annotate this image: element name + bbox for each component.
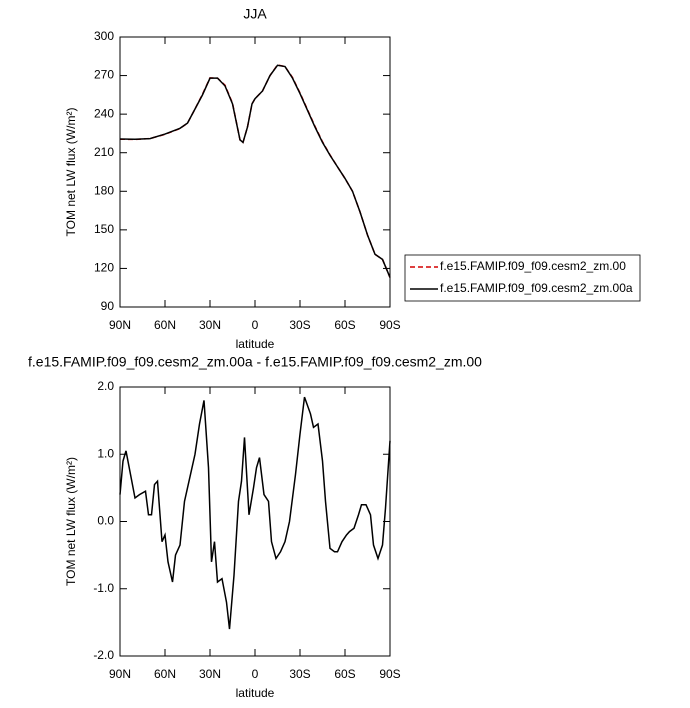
x-tick-label: 30S (289, 318, 310, 332)
y-tick-label: 90 (101, 299, 115, 313)
plot-frame (119, 36, 391, 308)
x-tick-label: 30S (289, 667, 310, 681)
x-tick-label: 90S (379, 667, 400, 681)
x-tick-label: 30N (199, 667, 221, 681)
legend-box (404, 254, 641, 302)
x-tick-label: 60S (334, 667, 355, 681)
y-axis-label: TOM net LW flux (W/m²) (64, 457, 78, 586)
y-tick-label: 270 (94, 68, 114, 82)
chart-title: f.e15.FAMIP.f09_f09.cesm2_zm.00a - f.e15… (28, 354, 482, 370)
data-line (119, 64, 391, 278)
x-tick-label: 90S (379, 318, 400, 332)
x-tick-label: 60N (154, 667, 176, 681)
data-line (119, 396, 391, 630)
x-tick-label: 0 (252, 318, 259, 332)
data-line (119, 64, 391, 278)
legend-label: f.e15.FAMIP.f09_f09.cesm2_zm.00 (440, 259, 626, 273)
y-tick-label: 150 (94, 222, 114, 236)
x-tick-label: 0 (252, 667, 259, 681)
x-tick-label: 60S (334, 318, 355, 332)
x-axis-label: latitude (236, 686, 275, 700)
legend-label: f.e15.FAMIP.f09_f09.cesm2_zm.00a (440, 281, 633, 295)
x-tick-label: 90N (109, 318, 131, 332)
y-tick-label: 210 (94, 145, 114, 159)
chart-title: JJA (243, 6, 267, 22)
y-tick-label: 1.0 (97, 446, 114, 460)
x-tick-label: 30N (199, 318, 221, 332)
y-tick-label: 2.0 (97, 379, 114, 393)
y-tick-label: 180 (94, 183, 114, 197)
y-tick-label: -2.0 (93, 648, 114, 662)
y-tick-label: 240 (94, 106, 114, 120)
y-tick-label: 0.0 (97, 514, 114, 528)
y-tick-label: 300 (94, 29, 114, 43)
x-axis-label: latitude (236, 337, 275, 351)
y-tick-label: -1.0 (93, 581, 114, 595)
y-axis-label: TOM net LW flux (W/m²) (64, 108, 78, 237)
x-tick-label: 60N (154, 318, 176, 332)
x-tick-label: 90N (109, 667, 131, 681)
y-tick-label: 120 (94, 261, 114, 275)
